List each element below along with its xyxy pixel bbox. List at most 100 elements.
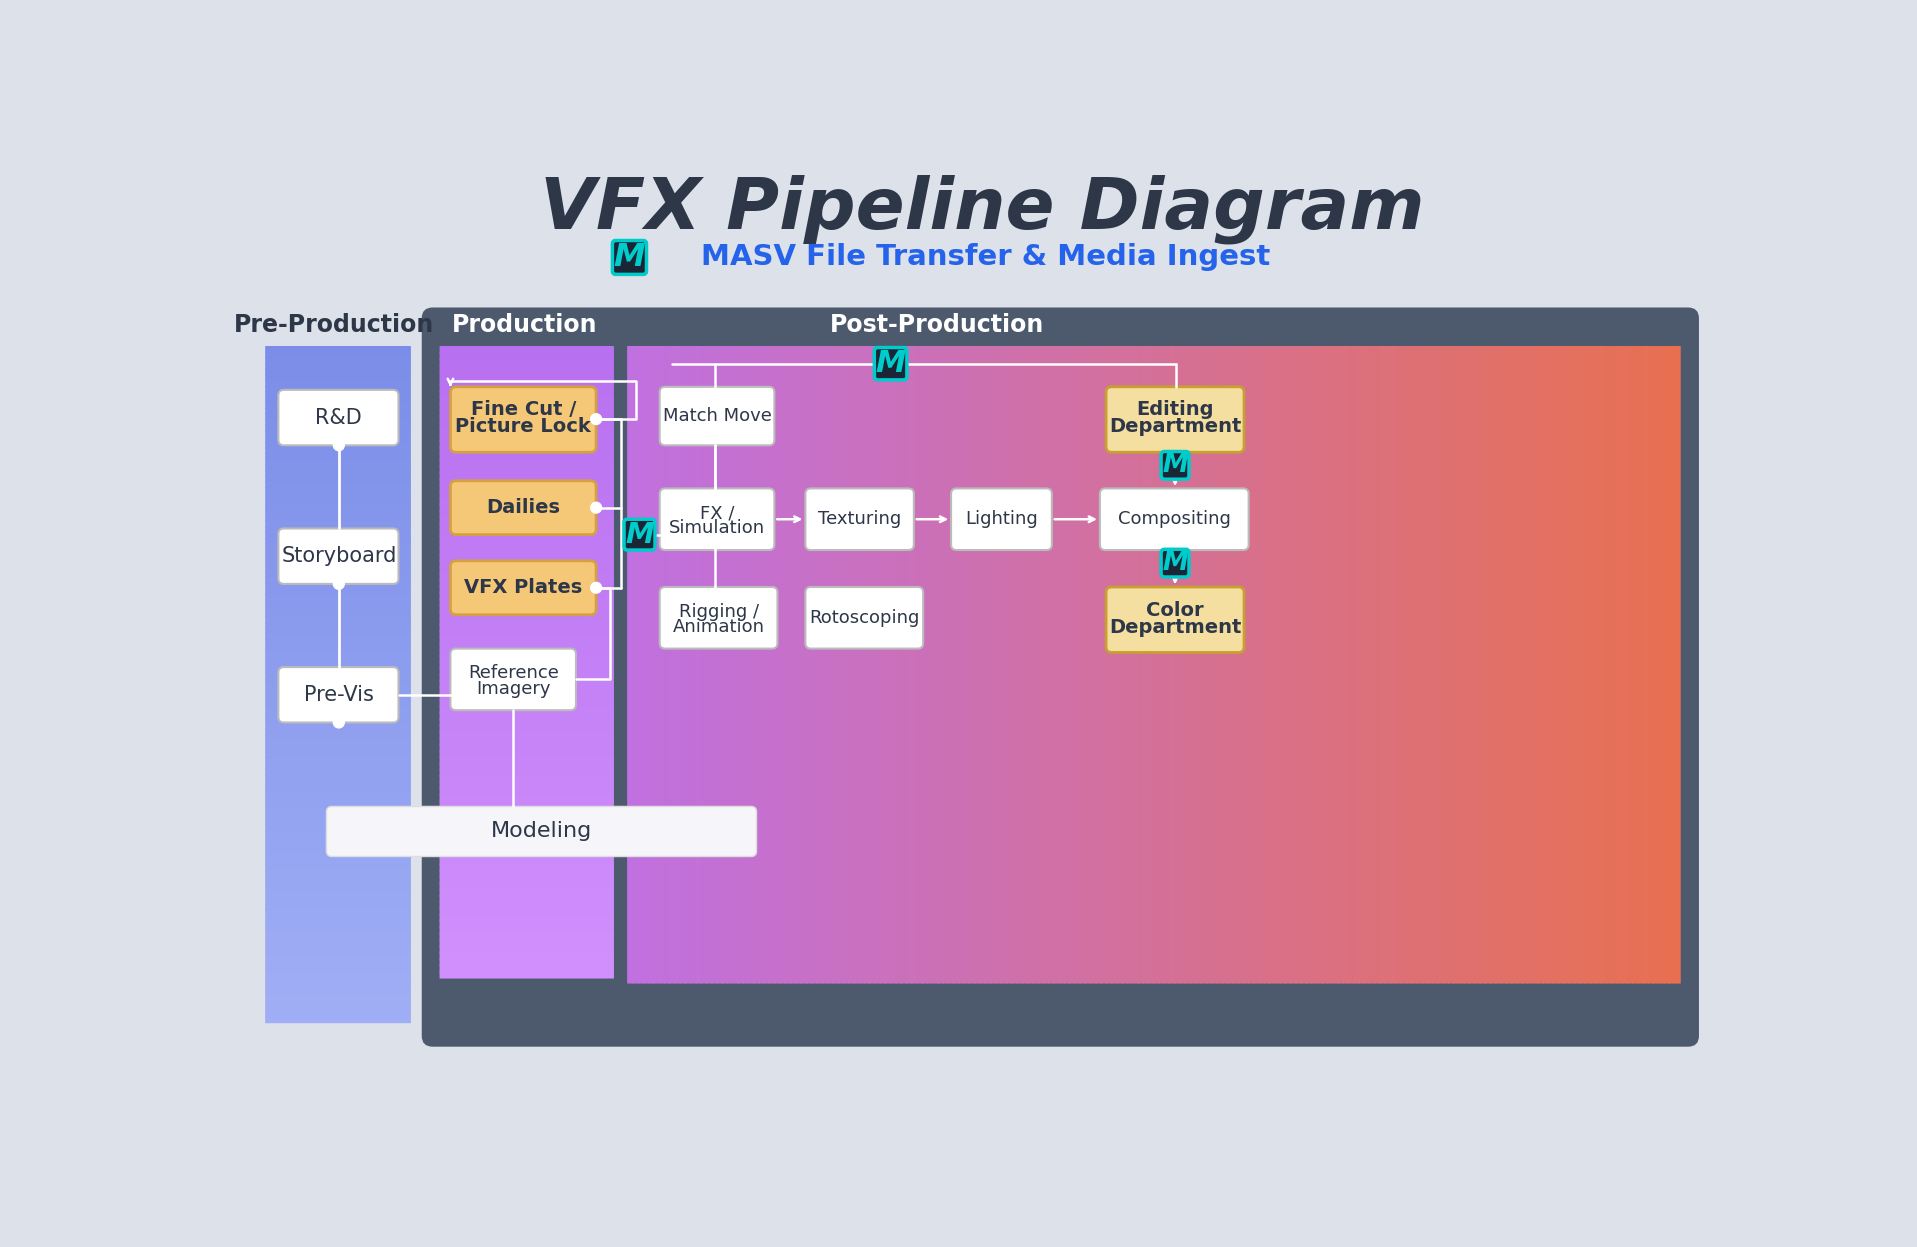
FancyBboxPatch shape: [265, 685, 410, 691]
FancyBboxPatch shape: [1396, 345, 1401, 984]
FancyBboxPatch shape: [1112, 345, 1118, 984]
Text: M: M: [625, 521, 654, 549]
FancyBboxPatch shape: [1585, 345, 1591, 984]
FancyBboxPatch shape: [265, 909, 410, 917]
FancyBboxPatch shape: [1106, 345, 1112, 984]
FancyBboxPatch shape: [265, 831, 410, 837]
FancyBboxPatch shape: [265, 893, 410, 899]
FancyBboxPatch shape: [265, 870, 410, 877]
FancyBboxPatch shape: [265, 927, 410, 933]
FancyBboxPatch shape: [265, 589, 410, 595]
Text: Department: Department: [1108, 418, 1240, 436]
FancyBboxPatch shape: [439, 599, 613, 606]
Circle shape: [590, 503, 602, 513]
FancyBboxPatch shape: [1043, 345, 1049, 984]
FancyBboxPatch shape: [265, 976, 410, 984]
FancyBboxPatch shape: [265, 486, 410, 494]
Circle shape: [590, 414, 602, 424]
FancyBboxPatch shape: [1438, 345, 1444, 984]
FancyBboxPatch shape: [805, 489, 914, 550]
FancyBboxPatch shape: [439, 832, 613, 839]
FancyBboxPatch shape: [1606, 345, 1612, 984]
FancyBboxPatch shape: [702, 345, 707, 984]
FancyBboxPatch shape: [690, 345, 696, 984]
FancyBboxPatch shape: [265, 1016, 410, 1024]
FancyBboxPatch shape: [439, 737, 613, 744]
FancyBboxPatch shape: [439, 675, 613, 682]
FancyBboxPatch shape: [265, 363, 410, 369]
FancyBboxPatch shape: [439, 813, 613, 821]
FancyBboxPatch shape: [1363, 345, 1371, 984]
FancyBboxPatch shape: [265, 1000, 410, 1006]
FancyBboxPatch shape: [439, 731, 613, 738]
FancyBboxPatch shape: [439, 504, 613, 511]
FancyBboxPatch shape: [439, 864, 613, 872]
Text: Post-Production: Post-Production: [830, 313, 1045, 337]
FancyBboxPatch shape: [265, 696, 410, 702]
FancyBboxPatch shape: [1486, 345, 1491, 984]
FancyBboxPatch shape: [265, 374, 410, 380]
FancyBboxPatch shape: [265, 786, 410, 792]
FancyBboxPatch shape: [439, 642, 613, 650]
Text: Match Move: Match Move: [663, 407, 771, 425]
FancyBboxPatch shape: [422, 308, 1698, 1046]
Text: VFX Plates: VFX Plates: [464, 579, 583, 597]
FancyBboxPatch shape: [1468, 345, 1476, 984]
FancyBboxPatch shape: [439, 914, 613, 922]
FancyBboxPatch shape: [1284, 345, 1292, 984]
FancyBboxPatch shape: [1670, 345, 1675, 984]
FancyBboxPatch shape: [439, 794, 613, 802]
FancyBboxPatch shape: [439, 428, 613, 435]
FancyBboxPatch shape: [1637, 345, 1645, 984]
FancyBboxPatch shape: [732, 345, 738, 984]
FancyBboxPatch shape: [265, 493, 410, 499]
FancyBboxPatch shape: [439, 440, 613, 448]
FancyBboxPatch shape: [889, 345, 897, 984]
FancyBboxPatch shape: [1380, 345, 1386, 984]
Text: Texturing: Texturing: [819, 510, 901, 529]
FancyBboxPatch shape: [439, 877, 613, 884]
FancyBboxPatch shape: [1652, 345, 1660, 984]
FancyBboxPatch shape: [265, 560, 410, 567]
FancyBboxPatch shape: [633, 345, 638, 984]
FancyBboxPatch shape: [439, 365, 613, 373]
FancyBboxPatch shape: [439, 580, 613, 587]
Text: Reference: Reference: [468, 665, 558, 682]
FancyBboxPatch shape: [265, 672, 410, 680]
FancyBboxPatch shape: [265, 369, 410, 375]
FancyBboxPatch shape: [1369, 345, 1376, 984]
FancyBboxPatch shape: [974, 345, 982, 984]
FancyBboxPatch shape: [1227, 345, 1233, 984]
Text: Storyboard: Storyboard: [282, 546, 397, 566]
FancyBboxPatch shape: [642, 345, 650, 984]
FancyBboxPatch shape: [826, 345, 834, 984]
FancyBboxPatch shape: [805, 345, 813, 984]
FancyBboxPatch shape: [1162, 451, 1189, 479]
FancyBboxPatch shape: [1622, 345, 1628, 984]
FancyBboxPatch shape: [1154, 345, 1160, 984]
FancyBboxPatch shape: [1474, 345, 1480, 984]
FancyBboxPatch shape: [648, 345, 654, 984]
FancyBboxPatch shape: [439, 522, 613, 530]
FancyBboxPatch shape: [1296, 345, 1302, 984]
Text: M: M: [613, 242, 646, 273]
FancyBboxPatch shape: [265, 385, 410, 393]
FancyBboxPatch shape: [265, 802, 410, 809]
FancyBboxPatch shape: [265, 949, 410, 955]
FancyBboxPatch shape: [439, 409, 613, 416]
FancyBboxPatch shape: [1259, 345, 1265, 984]
FancyBboxPatch shape: [684, 345, 692, 984]
Text: Animation: Animation: [673, 619, 765, 636]
FancyBboxPatch shape: [1070, 345, 1075, 984]
FancyBboxPatch shape: [811, 345, 819, 984]
FancyBboxPatch shape: [895, 345, 901, 984]
FancyBboxPatch shape: [1459, 345, 1465, 984]
FancyBboxPatch shape: [439, 574, 613, 581]
FancyBboxPatch shape: [1033, 345, 1039, 984]
FancyBboxPatch shape: [1390, 345, 1397, 984]
FancyBboxPatch shape: [439, 801, 613, 808]
FancyBboxPatch shape: [868, 345, 876, 984]
FancyBboxPatch shape: [265, 752, 410, 758]
FancyBboxPatch shape: [439, 454, 613, 461]
Text: Simulation: Simulation: [669, 520, 765, 537]
